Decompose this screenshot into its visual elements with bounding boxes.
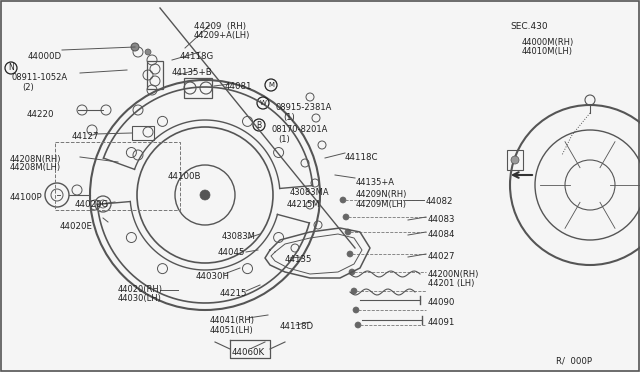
Text: 44020G: 44020G [75, 200, 109, 209]
Text: 44118G: 44118G [180, 52, 214, 61]
Text: 44209M(LH): 44209M(LH) [356, 200, 407, 209]
Text: 44209+A(LH): 44209+A(LH) [194, 31, 250, 40]
Text: 44135: 44135 [285, 255, 312, 264]
Text: 43083M: 43083M [222, 232, 256, 241]
Text: 44081: 44081 [225, 82, 253, 91]
Circle shape [351, 288, 357, 294]
Text: (1): (1) [283, 113, 295, 122]
Text: 44084: 44084 [428, 230, 456, 239]
Text: 44100B: 44100B [168, 172, 202, 181]
Text: 44041(RH): 44041(RH) [210, 316, 255, 325]
Circle shape [347, 251, 353, 257]
Circle shape [345, 229, 351, 235]
Text: 44083: 44083 [428, 215, 456, 224]
Bar [507, 150, 523, 170]
Text: 44000D: 44000D [28, 52, 62, 61]
Circle shape [349, 269, 355, 275]
Text: 44045: 44045 [218, 248, 246, 257]
Text: 44201 (LH): 44201 (LH) [428, 279, 474, 288]
Circle shape [343, 214, 349, 220]
Text: 44060K: 44060K [232, 348, 265, 357]
Circle shape [353, 307, 359, 313]
Text: 44215: 44215 [220, 289, 248, 298]
Text: 44208N(RH): 44208N(RH) [10, 155, 61, 164]
Text: 08170-8201A: 08170-8201A [271, 125, 328, 134]
Text: 44027: 44027 [428, 252, 456, 261]
Text: 08915-2381A: 08915-2381A [276, 103, 332, 112]
Text: 44020(RH): 44020(RH) [118, 285, 163, 294]
Text: 08911-1052A: 08911-1052A [12, 73, 68, 82]
Circle shape [200, 190, 210, 200]
Text: 44200N(RH): 44200N(RH) [428, 270, 479, 279]
Text: (2): (2) [22, 83, 34, 92]
Circle shape [340, 197, 346, 203]
Text: (1): (1) [278, 135, 290, 144]
Text: SEC.430: SEC.430 [510, 22, 548, 31]
Text: R/  000P: R/ 000P [556, 356, 592, 365]
Text: 44090: 44090 [428, 298, 456, 307]
Text: 44091: 44091 [428, 318, 456, 327]
Text: 43083MA: 43083MA [290, 188, 330, 197]
Circle shape [511, 156, 519, 164]
Text: 44010M(LH): 44010M(LH) [522, 47, 573, 56]
Circle shape [131, 43, 139, 51]
Text: 44118C: 44118C [345, 153, 378, 162]
Bar [132, 126, 154, 140]
Text: 44030H: 44030H [196, 272, 230, 281]
Text: 44209  (RH): 44209 (RH) [194, 22, 246, 31]
Bar [147, 61, 163, 89]
Text: N: N [8, 64, 14, 73]
Text: 44082: 44082 [426, 197, 454, 206]
Text: 44220: 44220 [26, 110, 54, 119]
Text: 44215M: 44215M [287, 200, 321, 209]
Bar [184, 78, 212, 98]
Text: 44030(LH): 44030(LH) [118, 294, 162, 303]
Text: B: B [257, 121, 262, 129]
Text: 44100P: 44100P [10, 193, 43, 202]
Text: 44127: 44127 [72, 132, 99, 141]
Text: 44135+B: 44135+B [172, 68, 212, 77]
Text: 44118D: 44118D [280, 322, 314, 331]
Text: W: W [260, 100, 266, 106]
Text: 44208M(LH): 44208M(LH) [10, 163, 61, 172]
Text: 44020E: 44020E [60, 222, 93, 231]
Circle shape [355, 322, 361, 328]
Text: M: M [268, 82, 274, 88]
Circle shape [145, 49, 151, 55]
Text: 44135+A: 44135+A [356, 178, 395, 187]
Text: 44209N(RH): 44209N(RH) [356, 190, 408, 199]
Text: 44051(LH): 44051(LH) [210, 326, 253, 335]
Text: 44000M(RH): 44000M(RH) [522, 38, 574, 47]
